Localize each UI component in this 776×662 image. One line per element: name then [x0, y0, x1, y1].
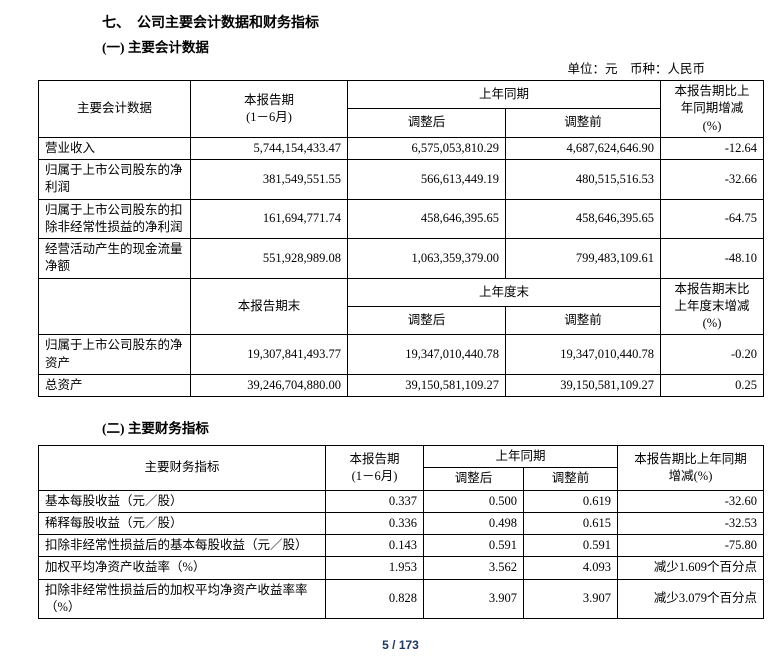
table1-header-adjusted-after: 调整后	[347, 108, 506, 138]
table1-mid-header-adjusted-before: 调整前	[504, 305, 662, 336]
table2-header-adjusted-after: 调整后	[423, 467, 524, 491]
metric-adjusted-after-value: 19,347,010,440.78	[347, 334, 506, 375]
metric-adjusted-before-value: 458,646,395.65	[504, 198, 662, 239]
unit-currency-note: 单位：元 币种：人民币	[567, 62, 705, 76]
indicator-change-value: -32.53	[617, 511, 765, 536]
metric-adjusted-before-value: 799,483,109.61	[504, 238, 662, 279]
metric-adjusted-before-value: 19,347,010,440.78	[504, 334, 662, 375]
main-financial-indicators-table: 主要财务指标 本报告期 (1－6月) 上年同期 本报告期比上年同期 增减(%) …	[38, 444, 765, 619]
metric-adjusted-before-value: 480,515,516.53	[504, 159, 662, 200]
main-accounting-data-table: 主要会计数据 本报告期 (1－6月) 上年同期 本报告期比上 年同期增减 (%)…	[38, 79, 765, 398]
metric-adjusted-before-value: 39,150,581,109.27	[504, 373, 662, 398]
indicator-adjusted-after-value: 0.498	[423, 511, 524, 536]
metric-change-value: 0.25	[660, 373, 765, 398]
indicator-adjusted-before-value: 3.907	[522, 578, 619, 619]
indicator-label: 扣除非经常性损益后的加权平均净资产收益率率（%）	[38, 578, 326, 619]
table1-header-current-period: 本报告期 (1－6月)	[190, 80, 348, 138]
table1-header-change: 本报告期比上 年同期增减 (%)	[660, 80, 765, 138]
metric-current-value: 551,928,989.08	[190, 238, 348, 279]
table-row: 稀释每股收益（元／股） 0.336 0.498 0.615 -32.53	[38, 511, 765, 536]
table1-mid-header-adjusted-after: 调整后	[347, 305, 506, 336]
metric-label: 归属于上市公司股东的净利润	[38, 159, 191, 200]
indicator-label: 扣除非经常性损益后的基本每股收益（元／股）	[38, 533, 326, 558]
indicator-adjusted-after-value: 3.907	[423, 578, 524, 619]
metric-adjusted-after-value: 6,575,053,810.29	[347, 136, 506, 161]
indicator-change-value: -75.80	[617, 533, 765, 558]
indicator-adjusted-before-value: 0.591	[522, 533, 619, 558]
table-row: 基本每股收益（元／股） 0.337 0.500 0.619 -32.60	[38, 489, 765, 513]
indicator-adjusted-after-value: 0.591	[423, 533, 524, 558]
indicator-change-value: -32.60	[617, 489, 765, 513]
table2-header-current-period: 本报告期 (1－6月)	[325, 445, 424, 491]
table1-header-adjusted-before: 调整前	[504, 108, 662, 138]
section-title: 七、 公司主要会计数据和财务指标	[102, 16, 319, 31]
indicator-current-value: 0.828	[325, 578, 424, 619]
table-row: 归属于上市公司股东的净资产 19,307,841,493.77 19,347,0…	[38, 334, 765, 375]
indicator-current-value: 0.143	[325, 533, 424, 558]
table1-header-row-1: 主要会计数据 本报告期 (1－6月) 上年同期 本报告期比上 年同期增减 (%)	[38, 79, 765, 138]
table2-header-row-1: 主要财务指标 本报告期 (1－6月) 上年同期 本报告期比上年同期 增减(%)	[38, 444, 765, 491]
metric-adjusted-after-value: 566,613,449.19	[347, 159, 506, 200]
metric-label: 归属于上市公司股东的扣除非经常性损益的净利润	[38, 198, 191, 239]
indicator-current-value: 0.337	[325, 489, 424, 513]
table1-mid-header-row-2: 调整后 调整前	[39, 305, 764, 336]
table-row: 归属于上市公司股东的净利润 381,549,551.55 566,613,449…	[38, 159, 765, 200]
table2-header-adjusted-before: 调整前	[522, 467, 619, 491]
metric-current-value: 5,744,154,433.47	[190, 136, 348, 161]
table1-header-item: 主要会计数据	[38, 80, 191, 138]
table2-header-prior-group: 上年同期	[422, 444, 619, 469]
metric-current-value: 381,549,551.55	[190, 159, 348, 200]
metric-label: 总资产	[38, 373, 191, 398]
table-row: 归属于上市公司股东的扣除非经常性损益的净利润 161,694,771.74 45…	[38, 198, 765, 239]
table2-header-row-2: 调整后 调整前	[39, 467, 764, 491]
metric-change-value: -0.20	[660, 334, 765, 375]
table1-mid-header-row-1: 本报告期末 上年度末 本报告期末比 上年度末增减 (%)	[38, 277, 765, 336]
indicator-current-value: 1.953	[325, 556, 424, 580]
indicator-adjusted-after-value: 3.562	[423, 556, 524, 580]
indicator-label: 稀释每股收益（元／股）	[38, 511, 326, 536]
subsection-title-accounting-data: (一) 主要会计数据	[102, 40, 209, 55]
metric-change-value: -32.66	[660, 159, 765, 200]
metric-current-value: 19,307,841,493.77	[190, 334, 348, 375]
table1-mid-header-current-period: 本报告期末	[190, 277, 348, 336]
table1-header-prior-group: 上年同期	[346, 79, 662, 110]
table1-mid-header-change: 本报告期末比 上年度末增减 (%)	[660, 277, 765, 336]
table1-mid-header-prior-group: 上年度末	[346, 277, 662, 307]
metric-current-value: 39,246,704,880.00	[190, 373, 348, 398]
metric-label: 经营活动产生的现金流量净额	[38, 238, 191, 279]
table-row: 扣除非经常性损益后的加权平均净资产收益率率（%） 0.828 3.907 3.9…	[38, 578, 765, 619]
metric-label: 营业收入	[38, 136, 191, 161]
table-row: 总资产 39,246,704,880.00 39,150,581,109.27 …	[38, 373, 765, 398]
table-row: 加权平均净资产收益率（%） 1.953 3.562 4.093 减少1.609个…	[38, 556, 765, 580]
indicator-label: 基本每股收益（元／股）	[38, 489, 326, 513]
metric-adjusted-after-value: 1,063,359,379.00	[347, 238, 506, 279]
table2-header-change: 本报告期比上年同期 增减(%)	[617, 445, 765, 491]
indicator-adjusted-before-value: 0.619	[522, 489, 619, 513]
indicator-change-value: 减少1.609个百分点	[617, 556, 765, 580]
metric-adjusted-after-value: 458,646,395.65	[347, 198, 506, 239]
indicator-label: 加权平均净资产收益率（%）	[38, 556, 326, 580]
metric-adjusted-before-value: 4,687,624,646.90	[504, 136, 662, 161]
metric-label: 归属于上市公司股东的净资产	[38, 334, 191, 375]
table-row: 营业收入 5,744,154,433.47 6,575,053,810.29 4…	[38, 136, 765, 161]
subsection-title-financial-indicators: (二) 主要财务指标	[102, 421, 209, 436]
indicator-change-value: 减少3.079个百分点	[617, 578, 765, 619]
metric-adjusted-after-value: 39,150,581,109.27	[347, 373, 506, 398]
table2-header-item: 主要财务指标	[38, 445, 326, 491]
metric-change-value: -48.10	[660, 238, 765, 279]
indicator-adjusted-after-value: 0.500	[423, 489, 524, 513]
metric-current-value: 161,694,771.74	[190, 198, 348, 239]
indicator-adjusted-before-value: 0.615	[522, 511, 619, 536]
table1-mid-header-item	[38, 277, 191, 336]
table1-header-row-2: 调整后 调整前	[39, 108, 764, 138]
indicator-current-value: 0.336	[325, 511, 424, 536]
indicator-adjusted-before-value: 4.093	[522, 556, 619, 580]
metric-change-value: -64.75	[660, 198, 765, 239]
table-row: 经营活动产生的现金流量净额 551,928,989.08 1,063,359,3…	[38, 238, 765, 279]
page-number: 5 / 173	[382, 638, 419, 652]
table-row: 扣除非经常性损益后的基本每股收益（元／股） 0.143 0.591 0.591 …	[38, 533, 765, 558]
metric-change-value: -12.64	[660, 136, 765, 161]
